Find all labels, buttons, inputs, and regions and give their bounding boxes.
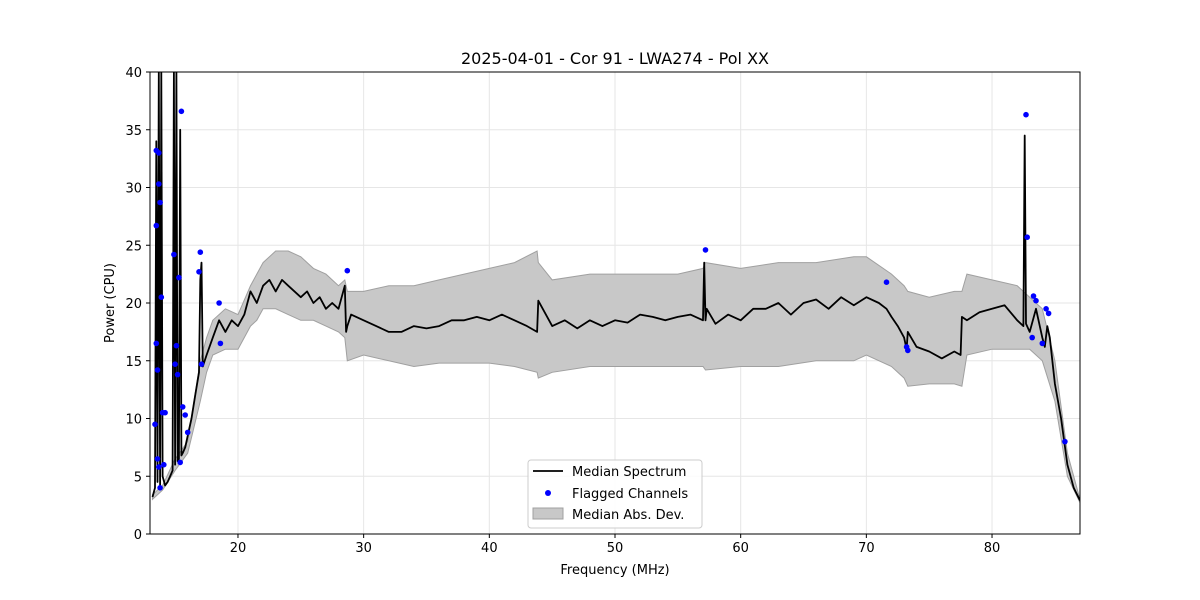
legend-box	[527, 459, 703, 529]
flagged-point	[1043, 306, 1049, 312]
flagged-point	[196, 269, 202, 275]
flagged-point	[197, 249, 204, 255]
chart-title: 2025-04-01 - Cor 91 - LWA274 - Pol XX	[461, 49, 769, 68]
x-axis: 20 30 40 50 60 70 80	[230, 534, 1001, 556]
flagged-point	[344, 267, 351, 274]
flagged-point	[177, 459, 183, 466]
y-tick-label: 30	[125, 182, 142, 197]
flagged-point	[179, 404, 186, 410]
flagged-point	[1024, 234, 1030, 240]
y-tick-label: 10	[125, 413, 142, 428]
flagged-point	[1023, 111, 1029, 118]
flagged-point	[217, 340, 224, 347]
flagged-point	[905, 347, 911, 354]
flagged-point	[883, 279, 890, 286]
flagged-point	[1045, 310, 1052, 317]
y-tick-label: 0	[134, 528, 142, 543]
legend: Median Spectrum Flagged Channels Median …	[527, 459, 703, 529]
legend-dot-swatch	[545, 490, 551, 496]
flagged-point	[152, 421, 158, 428]
flagged-point	[702, 247, 709, 253]
flagged-point	[154, 367, 161, 373]
flagged-point	[1062, 438, 1068, 445]
flagged-point	[172, 361, 178, 368]
median-spectrum-line	[151, 72, 1080, 501]
flagged-point	[1030, 293, 1037, 299]
y-tick-label: 5	[134, 470, 142, 485]
flagged-point	[158, 294, 165, 301]
flagged-point	[153, 340, 160, 347]
flagged-point	[216, 300, 222, 306]
flagged-point	[173, 342, 180, 349]
y-tick-label: 25	[125, 239, 142, 254]
y-tick-label: 40	[125, 66, 142, 81]
y-tick-label: 35	[125, 124, 142, 139]
legend-band-swatch	[532, 507, 564, 520]
flagged-point	[156, 150, 162, 156]
legend-label-median: Median Spectrum	[572, 465, 686, 480]
x-tick-label: 60	[732, 541, 749, 556]
flagged-point	[174, 371, 181, 378]
x-tick-label: 80	[984, 541, 1001, 556]
flagged-point	[178, 108, 185, 115]
flagged-point	[182, 412, 188, 418]
flagged-point	[1033, 297, 1039, 304]
flagged-point	[157, 199, 163, 206]
x-tick-label: 50	[607, 541, 624, 556]
y-axis: 0 5 10 15 20 25 30 35 40	[125, 66, 150, 543]
x-tick-label: 40	[481, 541, 498, 556]
plot-area	[151, 72, 1080, 504]
flagged-point	[1029, 334, 1035, 341]
y-axis-label: Power (CPU)	[103, 263, 118, 343]
legend-label-flagged: Flagged Channels	[572, 487, 688, 502]
flagged-point	[157, 485, 163, 491]
flagged-point	[161, 461, 167, 468]
flagged-point	[198, 361, 205, 368]
x-tick-label: 70	[858, 541, 875, 556]
flagged-point	[156, 181, 162, 187]
flagged-point	[176, 274, 182, 281]
flagged-point	[184, 429, 191, 436]
mad-band	[152, 250, 1080, 504]
legend-label-mad: Median Abs. Dev.	[572, 508, 684, 523]
x-tick-label: 20	[230, 541, 247, 556]
flagged-point	[153, 222, 160, 229]
x-tick-label: 30	[355, 541, 372, 556]
flagged-point	[1039, 340, 1046, 347]
flagged-point	[162, 409, 168, 416]
flagged-point	[156, 464, 162, 470]
y-tick-label: 20	[125, 297, 142, 312]
y-tick-label: 15	[125, 355, 142, 370]
flagged-point	[154, 456, 161, 462]
flagged-point	[171, 251, 177, 258]
x-axis-label: Frequency (MHz)	[560, 563, 669, 578]
